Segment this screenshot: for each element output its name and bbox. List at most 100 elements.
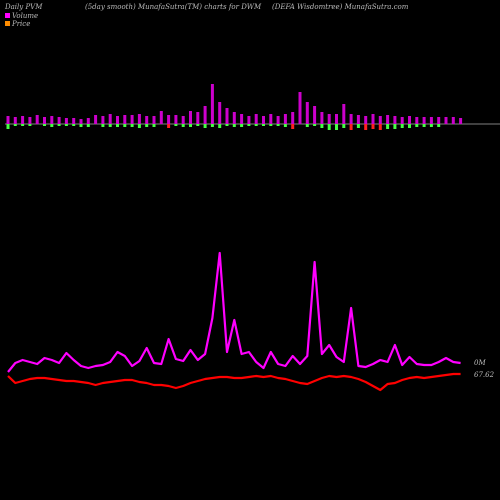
volume-bar-up xyxy=(451,117,455,124)
volume-bar-up xyxy=(203,106,207,124)
volume-bar-down xyxy=(64,124,68,126)
volume-bar-down xyxy=(320,124,324,128)
volume-bar-down xyxy=(386,124,390,129)
volume-bar-down xyxy=(123,124,127,127)
volume-bar-up xyxy=(43,117,46,124)
volume-bar-up xyxy=(437,117,441,124)
volume-bar-up xyxy=(94,115,98,124)
volume-bar-up xyxy=(356,115,360,124)
volume-bar-up xyxy=(444,117,448,124)
volume-bar-down xyxy=(349,124,353,130)
volume-bar-up xyxy=(342,104,346,124)
volume-bar-down xyxy=(232,124,236,127)
volume-bar-down xyxy=(13,124,17,126)
volume-bar-up xyxy=(291,112,295,124)
volume-bar-down xyxy=(240,124,244,127)
volume-bar-down xyxy=(291,124,295,129)
volume-bar-down xyxy=(371,124,375,129)
volume-bar-up xyxy=(86,118,90,124)
chart-title: (5day smooth) MunafaSutra(TM) charts for… xyxy=(85,3,262,11)
volume-bar-up xyxy=(123,115,127,124)
volume-bar-up xyxy=(422,117,426,124)
volume-bar-down xyxy=(262,124,265,126)
volume-bar-down xyxy=(276,124,280,126)
volume-bar-up xyxy=(393,116,397,124)
volume-bar-down xyxy=(189,124,192,127)
volume-bar-up xyxy=(108,114,112,124)
price-value-label: 67.62 xyxy=(474,371,495,379)
volume-bar-up xyxy=(6,116,10,124)
volume-bar-up xyxy=(137,114,141,124)
volume-bar-up xyxy=(218,102,222,124)
volume-bar-down xyxy=(196,124,200,126)
price-line xyxy=(7,372,461,392)
volume-bar-up xyxy=(276,116,280,124)
volume-bar-down xyxy=(356,124,360,128)
volume-bar-up xyxy=(196,112,200,124)
volume-bar-up xyxy=(28,117,32,124)
volume-bar-down xyxy=(6,124,10,129)
volume-bar-up xyxy=(283,114,287,124)
volume-bar-down xyxy=(327,124,331,130)
volume-bar-up xyxy=(378,116,382,124)
volume-bar-down xyxy=(57,124,61,126)
volume-bar-down xyxy=(335,124,338,130)
volume-bar-down xyxy=(181,124,185,127)
volume-bar-down xyxy=(210,124,214,127)
volume-bar-up xyxy=(232,112,236,124)
volume-bar-down xyxy=(43,124,46,126)
volume-bar-up xyxy=(247,116,251,124)
volume-bar-up xyxy=(313,106,317,124)
volume-bar-down xyxy=(203,124,207,128)
legend-price-swatch xyxy=(5,21,10,26)
volume-bar-up xyxy=(364,116,368,124)
volume-bar-down xyxy=(28,124,32,126)
volume-bar-up xyxy=(57,117,61,124)
volume-bar-down xyxy=(152,124,156,127)
volume-bar-down xyxy=(137,124,141,128)
volume-bar-down xyxy=(145,124,149,127)
volume-bars xyxy=(6,84,463,130)
volume-bar-down xyxy=(364,124,368,130)
volume-bar-up xyxy=(408,116,411,124)
volume-bar-down xyxy=(283,124,287,127)
volume-bar-up xyxy=(400,117,404,124)
volume-bar-down xyxy=(247,124,251,126)
volume-bar-up xyxy=(13,117,17,124)
legend-volume-label: Volume xyxy=(12,12,39,20)
volume-bar-up xyxy=(320,112,324,124)
volume-bar-up xyxy=(101,116,105,124)
volume-bar-up xyxy=(130,115,134,124)
volume-bar-up xyxy=(262,116,265,124)
volume-bar-up xyxy=(459,118,463,124)
volume-bar-up xyxy=(254,114,258,124)
volume-bar-down xyxy=(79,124,83,127)
volume-bar-down xyxy=(174,124,178,126)
volume-bar-down xyxy=(130,124,134,127)
volume-bar-up xyxy=(298,92,302,124)
volume-line xyxy=(7,251,461,373)
volume-bar-down xyxy=(108,124,112,127)
volume-bar-down xyxy=(72,124,76,126)
volume-bar-down xyxy=(378,124,382,130)
volume-bar-down xyxy=(21,124,25,126)
volume-bar-up xyxy=(269,114,273,124)
volume-bar-up xyxy=(21,116,25,124)
volume-bar-up xyxy=(159,111,163,124)
volume-bar-down xyxy=(254,124,258,126)
volume-bar-up xyxy=(386,115,390,124)
volume-bar-up xyxy=(240,114,244,124)
chart-subtitle: (DEFA Wisdomtree) MunafaSutra.com xyxy=(272,3,409,11)
volume-bar-down xyxy=(393,124,397,129)
volume-bar-down xyxy=(225,124,229,126)
volume-bar-down xyxy=(218,124,222,128)
volume-bar-up xyxy=(50,116,54,124)
volume-bar-down xyxy=(313,124,317,126)
volume-bar-up xyxy=(327,114,331,124)
volume-bar-down xyxy=(101,124,105,127)
volume-bar-down xyxy=(86,124,90,127)
volume-bar-up xyxy=(72,118,76,124)
volume-bar-down xyxy=(408,124,411,128)
legend-volume-swatch xyxy=(5,13,10,18)
